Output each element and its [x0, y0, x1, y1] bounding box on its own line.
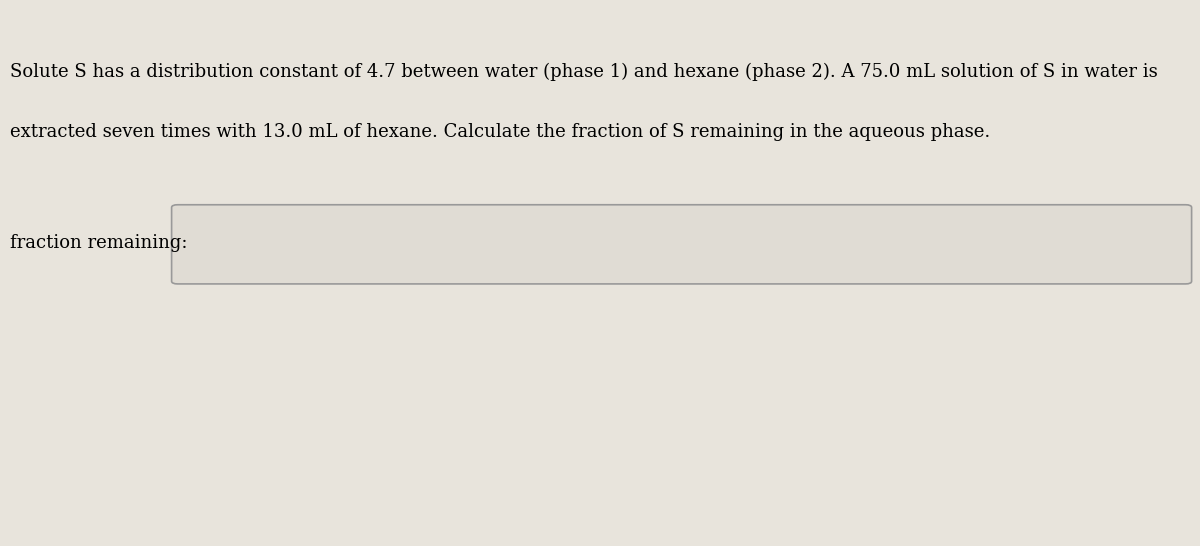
Text: Solute S has a distribution constant of 4.7 between water (phase 1) and hexane (: Solute S has a distribution constant of …: [10, 63, 1157, 81]
FancyBboxPatch shape: [172, 205, 1192, 284]
Text: extracted seven times with 13.0 mL of hexane. Calculate the fraction of S remain: extracted seven times with 13.0 mL of he…: [10, 123, 990, 141]
Text: fraction remaining:: fraction remaining:: [10, 234, 187, 252]
